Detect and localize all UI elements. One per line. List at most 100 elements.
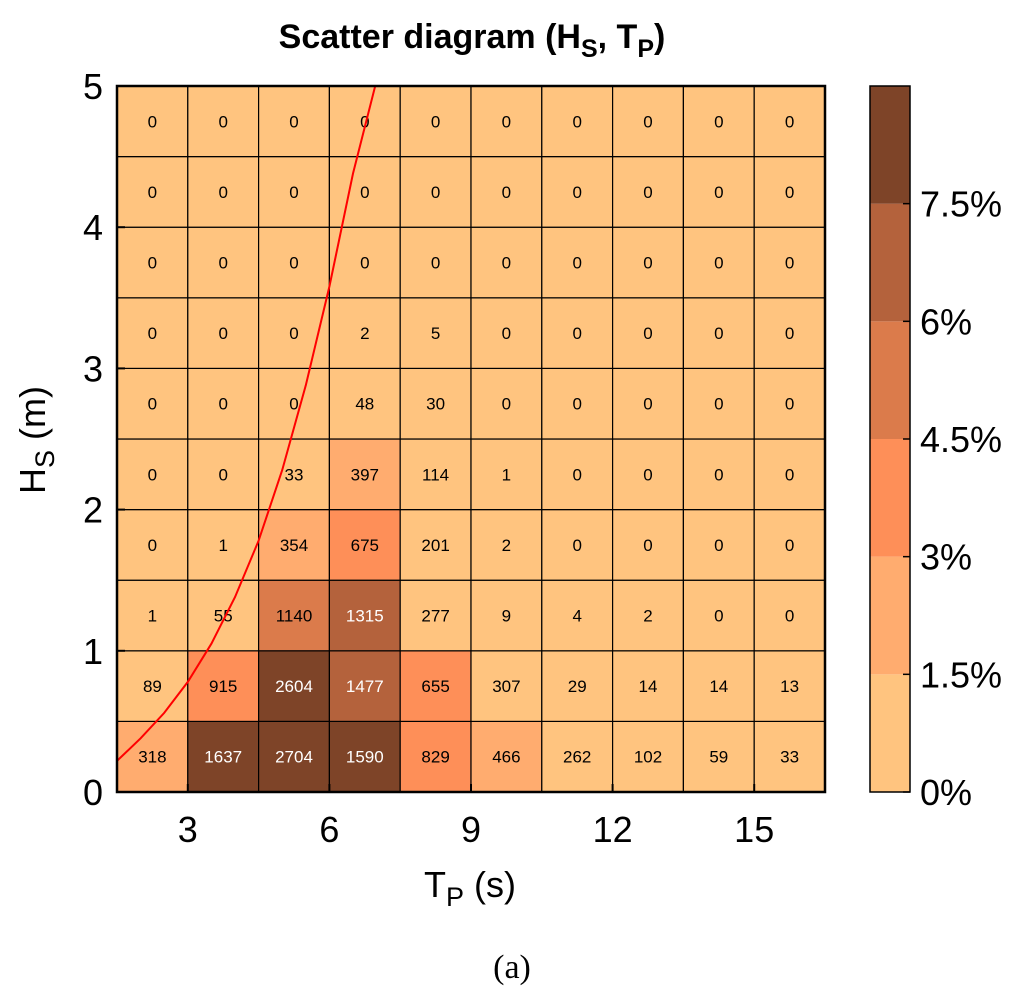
cell-count-label: 2604 (275, 677, 313, 696)
cell-count-label: 0 (785, 395, 794, 414)
figure-caption: (a) (493, 949, 531, 986)
cell-count-label: 0 (785, 254, 794, 273)
heatmap-cell (541, 579, 614, 652)
cell-count-label: 0 (714, 183, 723, 202)
heatmap-cell (399, 579, 472, 652)
cell-count-label: 2 (360, 324, 369, 343)
heatmap-cell (399, 509, 472, 581)
heatmap-cell (258, 650, 331, 722)
cell-count-label: 0 (785, 465, 794, 484)
cell-count-label: 0 (431, 112, 440, 131)
heatmap-cell (682, 156, 755, 228)
cell-count-label: 0 (572, 536, 581, 555)
colorbar-band (870, 321, 910, 439)
cell-count-label: 0 (148, 324, 157, 343)
cell-count-label: 0 (360, 112, 369, 131)
heatmap-cell (399, 438, 472, 511)
cell-count-label: 1315 (346, 607, 384, 626)
cell-count-label: 0 (289, 324, 298, 343)
cell-count-label: 0 (785, 324, 794, 343)
cell-count-label: 1477 (346, 677, 384, 696)
heatmap-cell (753, 650, 826, 722)
heatmap-cell (611, 509, 684, 581)
heatmap-cell (470, 509, 543, 581)
colorbar-tick-label: 0% (920, 772, 972, 813)
cell-count-label: 0 (289, 395, 298, 414)
colorbar-tick-label: 4.5% (920, 419, 1002, 460)
cell-count-label: 0 (502, 395, 511, 414)
heatmap-cell (258, 579, 331, 652)
cell-count-label: 0 (502, 254, 511, 273)
heatmap-cell (611, 579, 684, 652)
heatmap-cell (399, 226, 472, 299)
colorbar-band (870, 439, 910, 557)
cell-count-label: 102 (634, 748, 662, 767)
colorbar-band (870, 203, 910, 322)
cell-count-label: 30 (426, 395, 445, 414)
cell-count-label: 0 (289, 254, 298, 273)
cell-count-label: 0 (643, 183, 652, 202)
limit-curve-line (116, 85, 377, 762)
x-axis-label: TP (s) (424, 864, 516, 912)
heatmap-cell (470, 85, 543, 158)
y-tick-label: 1 (83, 631, 103, 672)
cell-count-label: 9 (502, 607, 511, 626)
cell-count-label: 675 (351, 536, 379, 555)
heatmap-cell (470, 226, 543, 299)
colorbar-band (870, 556, 910, 675)
heatmap-cell (611, 367, 684, 440)
heatmap-cell (470, 156, 543, 228)
heatmap-cell (611, 297, 684, 369)
chart-title: Scatter diagram (HS, TP) (279, 18, 666, 63)
colorbar (870, 86, 910, 792)
cell-count-label: 0 (218, 465, 227, 484)
cell-count-label: 466 (492, 748, 520, 767)
cell-count-label: 48 (355, 395, 374, 414)
colorbar-frame (869, 85, 911, 793)
heatmap-cell (258, 156, 331, 228)
cell-count-label: 0 (785, 607, 794, 626)
heatmap-cell (682, 650, 755, 722)
heatmap-cell (328, 226, 401, 299)
heatmap-cell (541, 367, 614, 440)
cell-count-label: 2 (502, 536, 511, 555)
cell-count-label: 277 (421, 607, 449, 626)
colorbar-band (870, 86, 910, 204)
heatmap-cell (258, 85, 331, 158)
cell-count-label: 0 (572, 324, 581, 343)
cell-count-label: 33 (285, 465, 304, 484)
cell-count-label: 4 (572, 607, 581, 626)
colorbar-tick-label: 1.5% (920, 654, 1002, 695)
heatmap-cell (399, 85, 472, 158)
cell-count-label: 0 (785, 183, 794, 202)
cell-count-label: 915 (209, 677, 237, 696)
heatmap-cell (470, 297, 543, 369)
cell-count-label: 0 (714, 536, 723, 555)
heatmap-cell (328, 85, 401, 158)
cell-count-label: 0 (360, 183, 369, 202)
limit-curve (116, 85, 377, 762)
heatmap-cell (753, 85, 826, 158)
cell-count-label: 1140 (276, 607, 313, 626)
heatmap-cell (328, 156, 401, 228)
y-tick-label: 0 (83, 772, 103, 813)
heatmap-cells (116, 85, 826, 793)
cell-count-label: 0 (643, 254, 652, 273)
heatmap-cell (682, 226, 755, 299)
cell-count-label: 829 (421, 748, 449, 767)
cell-count-label: 13 (780, 677, 799, 696)
cell-count-label: 0 (714, 254, 723, 273)
heatmap-cell (187, 297, 260, 369)
cell-count-label: 0 (360, 254, 369, 273)
cell-count-label: 0 (714, 112, 723, 131)
cell-count-label: 29 (568, 677, 587, 696)
cell-count-label: 89 (143, 677, 162, 696)
cell-count-label: 0 (785, 536, 794, 555)
cell-count-label: 0 (714, 324, 723, 343)
heatmap-cell (682, 367, 755, 440)
y-tick-label: 3 (83, 348, 103, 389)
cell-count-label: 0 (572, 112, 581, 131)
heatmap-cell (611, 438, 684, 511)
heatmap-cell (187, 720, 260, 793)
